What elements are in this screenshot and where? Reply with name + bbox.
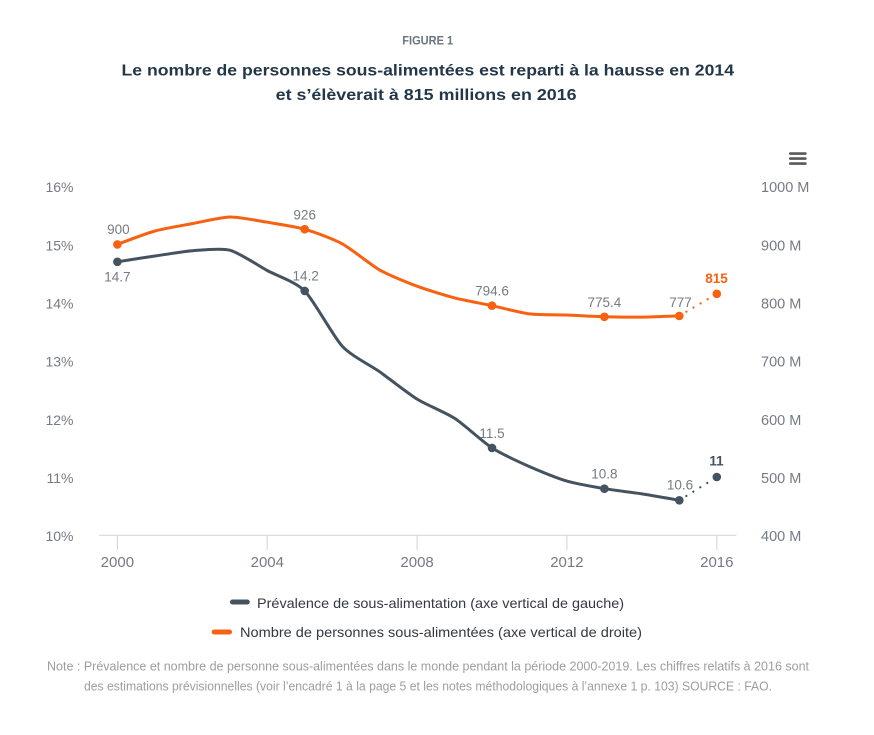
svg-text:Note : Prévalence et nombre de: Note : Prévalence et nombre de personne … (47, 659, 810, 673)
svg-text:11: 11 (709, 454, 724, 469)
svg-text:2008: 2008 (400, 554, 433, 571)
svg-text:14.7: 14.7 (104, 270, 130, 285)
svg-text:12%: 12% (45, 412, 73, 428)
svg-text:900 M: 900 M (761, 238, 801, 254)
svg-text:FIGURE 1: FIGURE 1 (402, 36, 453, 48)
svg-text:400 M: 400 M (761, 529, 801, 545)
svg-text:926: 926 (293, 208, 316, 223)
svg-text:900: 900 (107, 222, 130, 237)
svg-text:2000: 2000 (101, 554, 134, 571)
svg-text:10.8: 10.8 (591, 467, 617, 482)
svg-text:794.6: 794.6 (475, 284, 509, 299)
svg-text:775.4: 775.4 (588, 295, 622, 310)
svg-text:11.5: 11.5 (479, 426, 504, 441)
svg-text:Le nombre de personnes sous-al: Le nombre de personnes sous-alimentées e… (122, 62, 735, 79)
svg-text:14.2: 14.2 (293, 269, 319, 284)
svg-text:2016: 2016 (700, 554, 733, 571)
svg-text:et s’élèverait à 815 millions: et s’élèverait à 815 millions en 2016 (276, 87, 577, 104)
svg-text:1000 M: 1000 M (761, 180, 809, 196)
svg-text:2004: 2004 (251, 554, 284, 571)
svg-text:600 M: 600 M (761, 413, 801, 429)
svg-text:500 M: 500 M (761, 471, 801, 487)
svg-text:777: 777 (669, 295, 692, 310)
svg-text:16%: 16% (45, 179, 73, 195)
svg-text:10.6: 10.6 (667, 478, 693, 493)
svg-text:815: 815 (705, 271, 728, 286)
svg-text:2012: 2012 (550, 554, 583, 571)
svg-text:15%: 15% (45, 237, 73, 253)
svg-text:13%: 13% (45, 354, 73, 370)
svg-text:Nombre de personnes sous-alime: Nombre de personnes sous-alimentées (axe… (240, 624, 642, 640)
svg-text:800 M: 800 M (761, 296, 801, 312)
svg-text:Prévalence de sous-alimentatio: Prévalence de sous-alimentation (axe ver… (257, 595, 624, 611)
svg-text:10%: 10% (45, 528, 73, 544)
svg-text:11%: 11% (47, 470, 74, 486)
svg-text:700 M: 700 M (761, 355, 801, 371)
svg-text:14%: 14% (45, 295, 73, 311)
svg-text:des estimations prévisionnelle: des estimations prévisionnelles (voir l’… (84, 680, 772, 694)
